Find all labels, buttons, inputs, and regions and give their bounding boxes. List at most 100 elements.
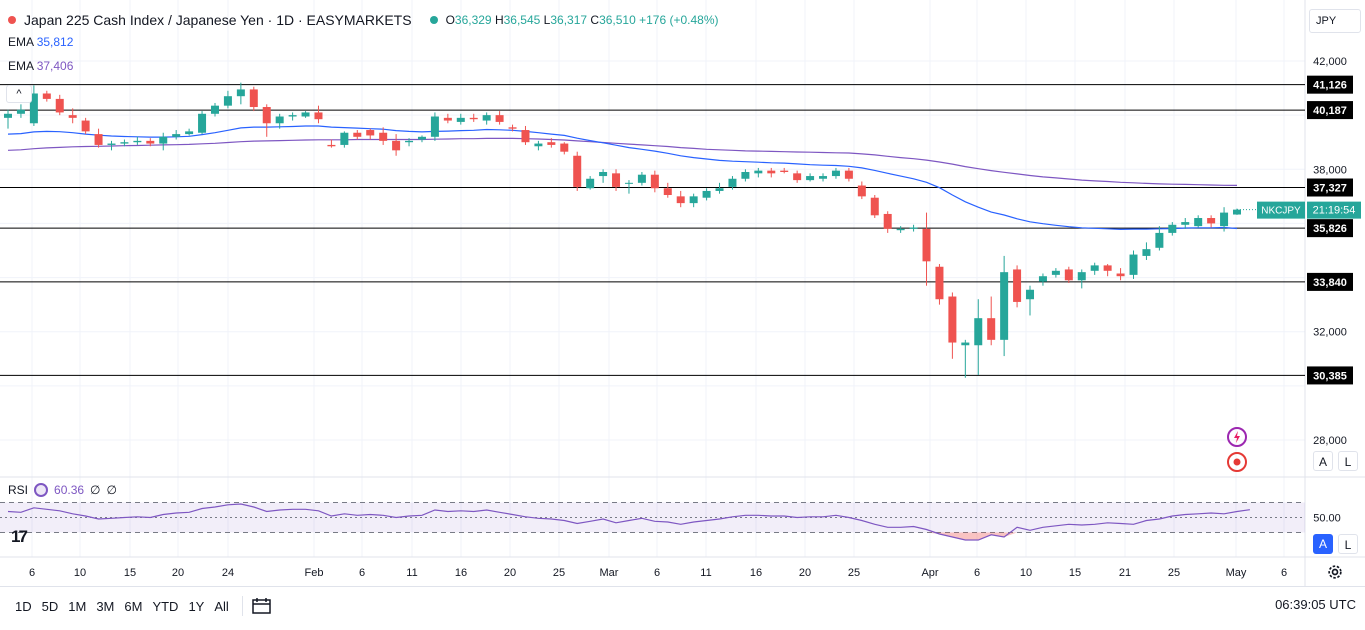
candle-body bbox=[1116, 273, 1125, 277]
candle-body bbox=[1038, 276, 1047, 282]
price-level-badge bbox=[1307, 272, 1353, 291]
rsi-label: RSI bbox=[8, 483, 29, 497]
candle-body bbox=[327, 144, 336, 147]
time-tick-label: 10 bbox=[74, 567, 86, 579]
candle bbox=[534, 140, 543, 151]
candle bbox=[456, 113, 465, 125]
time-tick-label: 16 bbox=[750, 567, 762, 579]
time-tick-label: 11 bbox=[700, 567, 711, 579]
candle bbox=[262, 104, 271, 137]
candle-body bbox=[1077, 272, 1086, 281]
candle bbox=[599, 169, 608, 183]
candle bbox=[469, 113, 478, 122]
candle-body bbox=[974, 318, 983, 346]
candle bbox=[676, 190, 685, 208]
currency-selector[interactable]: JPY bbox=[1309, 9, 1361, 33]
ema-fast-line bbox=[7, 125, 1238, 231]
rsi-oversold-fill bbox=[926, 532, 1018, 540]
time-tick-label: 25 bbox=[553, 567, 565, 579]
candle bbox=[379, 127, 388, 145]
candle-body bbox=[857, 185, 866, 197]
tradingview-logo[interactable]: 17 bbox=[11, 527, 28, 546]
candle-body bbox=[275, 116, 284, 124]
price-level-badge bbox=[1307, 101, 1353, 120]
candle bbox=[81, 117, 90, 135]
range-1d[interactable]: 1D bbox=[15, 598, 32, 614]
candle-body bbox=[1194, 218, 1203, 227]
candle bbox=[1077, 269, 1086, 289]
ema-fast-legend[interactable]: EMA 35,812 bbox=[8, 35, 74, 49]
auto-scale-toggle-rsi[interactable]: A bbox=[1313, 534, 1333, 554]
range-1y[interactable]: 1Y bbox=[188, 598, 205, 614]
candle-body bbox=[728, 178, 737, 187]
candle bbox=[650, 170, 659, 193]
candle-body bbox=[599, 171, 608, 177]
range-3m[interactable]: 3M bbox=[96, 598, 115, 614]
candle bbox=[663, 182, 672, 198]
candle-body bbox=[521, 130, 530, 143]
utc-clock[interactable]: 06:39:05 UTC bbox=[1275, 597, 1356, 612]
candle bbox=[612, 169, 621, 191]
candle-body bbox=[159, 136, 168, 144]
candle-body bbox=[405, 140, 414, 143]
candle-body bbox=[922, 228, 931, 262]
candle-body bbox=[495, 115, 504, 122]
log-scale-toggle-rsi[interactable]: L bbox=[1338, 534, 1358, 554]
candle-body bbox=[650, 174, 659, 189]
candle-body bbox=[146, 140, 155, 144]
candle bbox=[896, 226, 905, 233]
candle-body bbox=[1220, 212, 1229, 227]
time-tick-label: 20 bbox=[172, 567, 184, 579]
target-icon[interactable] bbox=[1225, 450, 1249, 474]
candle-body bbox=[366, 130, 375, 136]
ema-slow-legend[interactable]: EMA 37,406 bbox=[8, 59, 74, 73]
symbol-badge-label: NKCJPY bbox=[1261, 206, 1301, 217]
price-tick-label: 32,000 bbox=[1313, 327, 1347, 339]
lightning-icon[interactable] bbox=[1225, 425, 1249, 449]
candle-body bbox=[1013, 269, 1022, 302]
candle-body bbox=[741, 171, 750, 179]
symbol-title[interactable]: Japan 225 Cash Index / Japanese Yen · 1D… bbox=[24, 12, 412, 28]
price-tick-label: 38,000 bbox=[1313, 164, 1347, 176]
candle-body bbox=[896, 228, 905, 231]
candle-body bbox=[198, 113, 207, 133]
log-scale-toggle-top[interactable]: L bbox=[1338, 451, 1358, 471]
range-1m[interactable]: 1M bbox=[68, 598, 87, 614]
candle bbox=[573, 151, 582, 191]
time-tick-label: 25 bbox=[1168, 567, 1180, 579]
candle-body bbox=[301, 112, 310, 117]
candle-body bbox=[236, 89, 245, 97]
candle-body bbox=[430, 116, 439, 137]
settings-gear-icon[interactable] bbox=[1325, 562, 1345, 582]
candle-body bbox=[340, 132, 349, 145]
candle bbox=[210, 102, 219, 117]
candle-body bbox=[961, 342, 970, 346]
candle bbox=[974, 299, 983, 376]
time-tick-label: 15 bbox=[1069, 567, 1081, 579]
candle bbox=[857, 181, 866, 200]
range-5d[interactable]: 5D bbox=[41, 598, 59, 614]
auto-scale-toggle-top[interactable]: A bbox=[1313, 451, 1333, 471]
price-level-label: 41,126 bbox=[1313, 80, 1347, 92]
candle bbox=[430, 112, 439, 141]
candle bbox=[1142, 242, 1151, 260]
candle bbox=[146, 138, 155, 147]
candle-body bbox=[948, 296, 957, 343]
candle-body bbox=[663, 188, 672, 196]
rsi-band bbox=[0, 502, 1305, 533]
range-all[interactable]: All bbox=[214, 598, 229, 614]
time-tick-label: 15 bbox=[124, 567, 136, 579]
candle bbox=[741, 169, 750, 182]
candle-body bbox=[793, 173, 802, 181]
candle bbox=[1181, 218, 1190, 229]
candle-body bbox=[314, 112, 323, 120]
calendar-range-icon[interactable] bbox=[251, 596, 273, 616]
collapse-legend-button[interactable]: ^ bbox=[6, 85, 32, 103]
candle-body bbox=[508, 127, 517, 129]
range-ytd[interactable]: YTD bbox=[152, 598, 179, 614]
range-6m[interactable]: 6M bbox=[124, 598, 143, 614]
rsi-line bbox=[7, 503, 1250, 541]
candle-body bbox=[935, 266, 944, 300]
